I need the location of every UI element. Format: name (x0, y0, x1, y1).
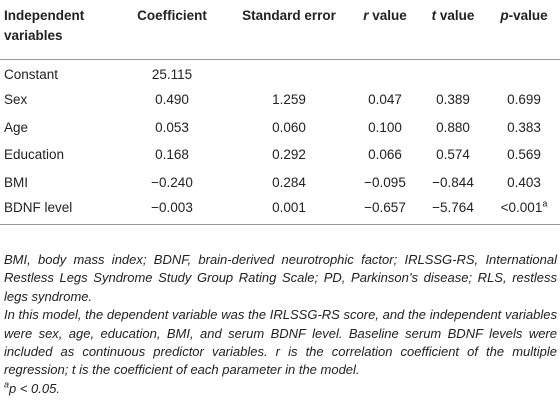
cell-variable: Constant (4, 67, 59, 82)
regression-table-container: Independent variables Coefficient Standa… (0, 0, 560, 225)
table-header-row: Independent variables Coefficient Standa… (0, 0, 560, 60)
cell-p-value: 0.569 (507, 147, 541, 163)
cell-standard-error (226, 59, 352, 87)
cell-t-value: 0.389 (436, 92, 470, 108)
cell-t-value: 0.574 (436, 147, 470, 163)
cell-standard-error: 0.001 (226, 196, 352, 225)
table-row: Sex 0.490 1.259 0.047 0.389 0.699 (0, 87, 560, 115)
cell-p-value (488, 59, 560, 87)
header-independent-variables: Independent variables (0, 0, 118, 60)
cell-coefficient: 0.053 (155, 119, 189, 135)
cell-t-value (418, 59, 488, 87)
cell-variable: Sex (4, 92, 28, 108)
cell-coefficient: 25.115 (151, 67, 193, 82)
cell-r-value (352, 59, 418, 87)
cell-variable: BDNF level (0, 196, 118, 225)
cell-t-value: −0.844 (432, 174, 474, 190)
cell-r-value: 0.100 (368, 119, 402, 135)
abbreviations-note: BMI, body mass index; BDNF, brain-derive… (4, 252, 557, 304)
model-note: In this model, the dependent variable wa… (4, 307, 557, 378)
cell-variable: Age (4, 119, 29, 135)
header-t-value: t value (418, 0, 488, 60)
cell-standard-error: 0.060 (272, 119, 306, 135)
cell-coefficient: −0.003 (118, 196, 226, 225)
cell-r-value: −0.657 (352, 196, 418, 225)
regression-table: Independent variables Coefficient Standa… (0, 0, 560, 225)
table-row: BMI −0.240 0.284 −0.095 −0.844 0.403 (0, 169, 560, 197)
table-row: Age 0.053 0.060 0.100 0.880 0.383 (0, 114, 560, 142)
cell-p-value: 0.699 (507, 92, 541, 108)
cell-variable: Education (4, 147, 65, 163)
cell-r-value: −0.095 (364, 174, 406, 190)
header-standard-error: Standard error (226, 0, 352, 60)
cell-standard-error: 0.284 (272, 174, 306, 190)
cell-t-value: 0.880 (436, 119, 470, 135)
cell-r-value: 0.066 (368, 147, 402, 163)
significance-footnote: ap < 0.05. (4, 379, 60, 396)
cell-standard-error: 0.292 (272, 147, 306, 163)
cell-p-value: 0.383 (507, 119, 541, 135)
header-coefficient: Coefficient (118, 0, 226, 60)
cell-coefficient: −0.240 (151, 174, 193, 190)
header-r-value: r value (352, 0, 418, 60)
cell-coefficient: 0.168 (155, 147, 189, 163)
table-row: Education 0.168 0.292 0.066 0.574 0.569 (0, 142, 560, 170)
table-row: BDNF level −0.003 0.001 −0.657 −5.764 <0… (0, 196, 560, 225)
cell-standard-error: 1.259 (272, 92, 306, 108)
cell-t-value: −5.764 (418, 196, 488, 225)
cell-variable: BMI (4, 174, 29, 190)
cell-p-value: <0.001a (488, 196, 560, 225)
cell-p-value: 0.403 (507, 174, 541, 190)
cell-coefficient: 0.490 (155, 92, 189, 108)
table-row: Constant 25.115 (0, 59, 560, 87)
header-p-value: p-value (488, 0, 560, 60)
table-footnotes: BMI, body mass index; BDNF, brain-derive… (4, 251, 557, 398)
cell-r-value: 0.047 (368, 92, 402, 108)
